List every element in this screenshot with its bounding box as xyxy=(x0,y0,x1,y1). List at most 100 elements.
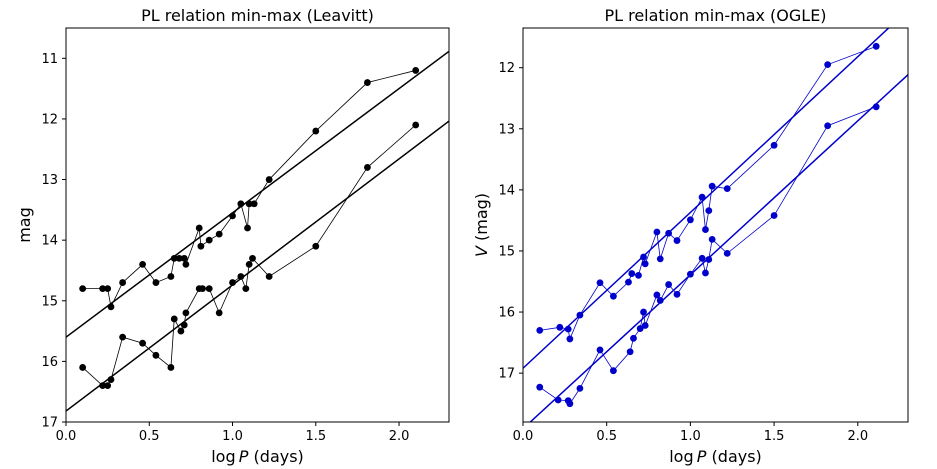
leavitt-ytick-label-6: 17 xyxy=(41,416,58,431)
leavitt-fit-line-min xyxy=(66,120,449,412)
leavitt-point-min-17 xyxy=(237,273,245,280)
ogle-chart-title: PL relation min-max (OGLE) xyxy=(604,6,826,25)
leavitt-point-max-16 xyxy=(229,212,236,220)
ogle-point-max-17 xyxy=(698,193,706,201)
ogle-point-min-1 xyxy=(554,396,562,404)
ogle-plot-area xyxy=(523,28,908,422)
leavitt-point-max-24 xyxy=(412,67,420,74)
leavitt-point-min-22 xyxy=(312,242,320,250)
ogle-xtick-label-1: 0.5 xyxy=(596,429,617,444)
leavitt-point-max-12 xyxy=(195,224,203,232)
leavitt-x-axis-label: log P (days) xyxy=(211,447,304,466)
ogle-xtick-label-0: 0.0 xyxy=(513,429,534,444)
ogle-point-min-5 xyxy=(596,346,604,354)
ogle-point-max-14 xyxy=(665,229,673,237)
leavitt-fit-line-max xyxy=(66,50,449,338)
ogle-ytick-label-2: 14 xyxy=(498,183,515,198)
leavitt-point-max-22 xyxy=(312,127,320,135)
ogle-point-min-7 xyxy=(626,348,634,356)
leavitt-panel: 0.0 0.5 1.0 1.5 2.0 11 12 13 14 15 16 17 PL relation… xyxy=(15,6,450,466)
leavitt-ytick-label-3: 14 xyxy=(41,234,58,249)
leavitt-point-min-0 xyxy=(79,364,87,371)
ogle-ytick-label-4: 16 xyxy=(498,306,515,321)
leavitt-point-max-0 xyxy=(79,285,87,293)
ogle-point-min-6 xyxy=(609,367,617,375)
ogle-ytick-label-1: 13 xyxy=(498,122,515,137)
leavitt-point-max-3 xyxy=(107,303,115,311)
leavitt-xtick-label-3: 1.5 xyxy=(305,429,326,444)
ogle-point-min-8 xyxy=(630,334,637,342)
leavitt-point-min-2 xyxy=(104,382,112,390)
ogle-point-max-11 xyxy=(641,260,649,268)
ogle-axes-frame xyxy=(522,27,909,423)
ogle-point-max-18 xyxy=(702,226,709,233)
ogle-point-min-4 xyxy=(576,385,584,392)
ogle-xtick-label-3: 1.5 xyxy=(764,429,785,444)
ogle-point-max-22 xyxy=(770,141,778,149)
ogle-point-max-19 xyxy=(705,207,713,215)
ogle-point-max-20 xyxy=(708,182,716,190)
ogle-point-min-19 xyxy=(705,256,713,263)
leavitt-point-max-18 xyxy=(244,224,251,232)
ogle-x-axis-label: log P (days) xyxy=(669,447,762,466)
leavitt-y-axis-label: mag xyxy=(15,207,34,243)
ogle-point-min-15 xyxy=(673,290,681,298)
ogle-point-max-9 xyxy=(635,271,642,279)
ogle-point-max-15 xyxy=(673,237,681,244)
ogle-point-max-2 xyxy=(564,325,572,333)
ogle-point-min-9 xyxy=(636,325,644,332)
ogle-ytick-label-3: 15 xyxy=(498,244,515,259)
leavitt-point-min-14 xyxy=(205,285,213,293)
leavitt-point-max-21 xyxy=(265,176,273,183)
ogle-point-min-10 xyxy=(640,308,647,316)
leavitt-point-max-7 xyxy=(167,273,175,280)
leavitt-point-max-11 xyxy=(182,261,190,268)
ogle-series-line-max xyxy=(539,45,877,341)
ogle-point-min-20 xyxy=(708,235,716,243)
leavitt-point-min-3 xyxy=(107,376,115,383)
ogle-point-max-12 xyxy=(653,228,661,236)
leavitt-point-min-5 xyxy=(139,339,147,347)
ogle-point-max-5 xyxy=(596,279,604,287)
ogle-point-min-23 xyxy=(824,122,832,130)
ogle-point-max-7 xyxy=(625,278,632,286)
leavitt-chart-title: PL relation min-max (Leavitt) xyxy=(141,6,374,25)
ogle-point-min-11 xyxy=(641,322,649,329)
leavitt-point-min-19 xyxy=(245,261,253,268)
ogle-point-min-14 xyxy=(665,281,673,288)
leavitt-point-max-20 xyxy=(250,200,258,208)
leavitt-point-min-15 xyxy=(215,309,223,317)
leavitt-point-min-6 xyxy=(152,351,160,359)
leavitt-point-min-11 xyxy=(182,309,190,317)
leavitt-ytick-label-4: 15 xyxy=(41,294,58,309)
leavitt-point-max-19 xyxy=(245,200,253,208)
ogle-point-min-13 xyxy=(656,297,664,304)
ogle-point-max-10 xyxy=(640,253,647,261)
ogle-point-min-0 xyxy=(536,383,544,391)
leavitt-point-max-9 xyxy=(175,254,183,262)
ogle-point-max-13 xyxy=(656,255,664,263)
ogle-fit-line-max xyxy=(523,28,890,369)
leavitt-series-line-max xyxy=(82,70,416,309)
ogle-panel: 0.0 0.5 1.0 1.5 2.0 12 13 14 15 16 17 PL relation m… xyxy=(472,6,909,466)
ogle-ytick-label-5: 17 xyxy=(498,367,515,382)
leavitt-point-max-6 xyxy=(152,279,160,286)
ogle-point-max-16 xyxy=(686,216,694,224)
leavitt-point-max-4 xyxy=(119,279,127,286)
leavitt-xtick-label-4: 2.0 xyxy=(389,429,410,444)
leavitt-ytick-label-5: 16 xyxy=(41,355,58,370)
leavitt-point-max-23 xyxy=(364,79,371,86)
ogle-point-max-23 xyxy=(824,61,832,69)
leavitt-ytick-label-2: 13 xyxy=(41,173,58,188)
leavitt-point-min-20 xyxy=(249,254,256,262)
leavitt-point-min-16 xyxy=(229,279,236,286)
ogle-point-min-3 xyxy=(566,400,574,408)
leavitt-xtick-label-2: 1.0 xyxy=(222,429,243,444)
leavitt-point-min-4 xyxy=(119,333,127,341)
ogle-point-min-17 xyxy=(698,254,706,262)
ogle-point-max-21 xyxy=(723,185,731,193)
leavitt-xtick-label-0: 0.0 xyxy=(56,429,77,444)
leavitt-point-min-21 xyxy=(265,273,273,280)
ogle-point-max-1 xyxy=(556,323,564,331)
ogle-point-max-0 xyxy=(536,326,544,334)
